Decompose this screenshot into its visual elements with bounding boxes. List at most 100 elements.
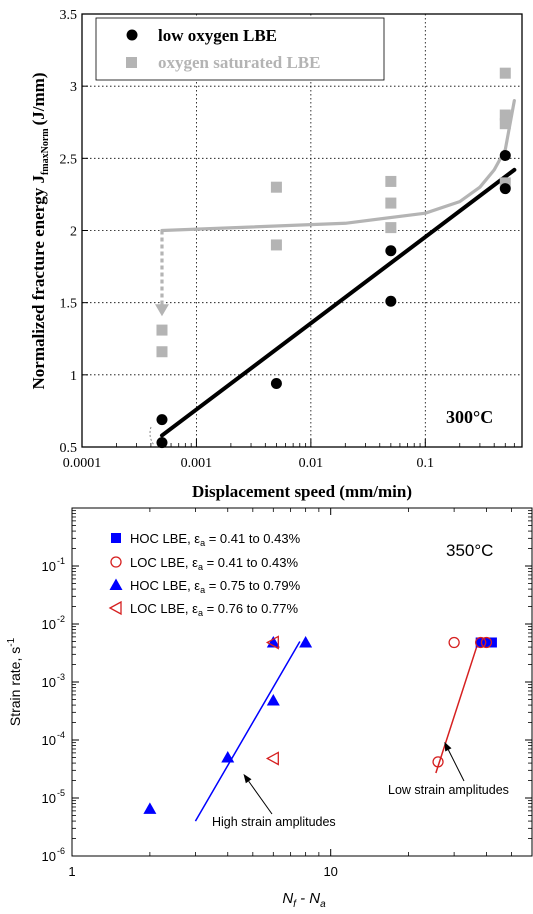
legend-label-loc-high-post: = 0.76 to 0.77% bbox=[203, 601, 298, 616]
legend-label-hoc-low-sub: a bbox=[200, 538, 205, 548]
low-oxygen-point bbox=[499, 183, 511, 195]
low-oxygen-point bbox=[385, 245, 397, 257]
top-grid bbox=[82, 14, 522, 447]
legend-marker-low-oxygen bbox=[126, 29, 138, 41]
bottom-y-tick-exponent: -1 bbox=[57, 556, 65, 566]
hoc-high-point bbox=[266, 693, 280, 706]
top-x-tick-label: 0.01 bbox=[299, 456, 324, 471]
dashed-tail-mark bbox=[149, 426, 155, 446]
oxygen-saturated-point bbox=[385, 197, 397, 209]
top-y-tick-label: 2 bbox=[70, 225, 77, 240]
top-arrow bbox=[149, 230, 169, 446]
legend-label-loc-high: LOC LBE, εa = 0.76 to 0.77% bbox=[130, 601, 298, 618]
legend-marker-loc-high bbox=[108, 600, 122, 616]
low-oxygen-point bbox=[385, 295, 397, 307]
legend-label-loc-low-sub: a bbox=[198, 562, 203, 572]
top-y-axis-label: Normalized fracture energy JfmaxNorm (J/m… bbox=[29, 73, 51, 390]
oxygen-saturated-point bbox=[385, 222, 397, 234]
legend-label-hoc-low-pre: HOC LBE, ε bbox=[130, 531, 200, 546]
oxygen-saturated-point bbox=[499, 109, 511, 121]
oxygen-saturated-point bbox=[270, 181, 282, 193]
bottom-y-tick-label: 10 bbox=[42, 849, 56, 864]
top-y-tick-label: 3 bbox=[70, 80, 77, 95]
legend-label-loc-high-pre: LOC LBE, ε bbox=[130, 601, 198, 616]
loc-low-point bbox=[432, 756, 444, 768]
top-y-tick-label: 1 bbox=[70, 369, 77, 384]
legend-label-loc-low-post: = 0.41 to 0.43% bbox=[203, 555, 298, 570]
bottom-y-tick-exponent: -2 bbox=[57, 614, 65, 624]
legend-marker-hoc-high bbox=[109, 578, 123, 590]
legend-label-loc-low-pre: LOC LBE, ε bbox=[130, 555, 198, 570]
legend-label-hoc-low: HOC LBE, εa = 0.41 to 0.43% bbox=[130, 531, 301, 548]
bottom-x-label-sub2: a bbox=[320, 899, 326, 910]
legend-label-hoc-low-post: = 0.41 to 0.43% bbox=[205, 531, 300, 546]
bottom-y-tick-label: 10 bbox=[42, 733, 56, 748]
bottom-y-axis-label: Strain rate, s-1 bbox=[6, 637, 23, 726]
oxygen-saturated-point bbox=[499, 177, 511, 189]
bottom-fit-lines bbox=[194, 638, 480, 822]
bottom-y-tick-exponent: -4 bbox=[57, 730, 65, 740]
top-x-tick-label: 0.0001 bbox=[63, 456, 102, 471]
bottom-y-tick-label: 10 bbox=[42, 791, 56, 806]
bottom-y-tick-label: 10 bbox=[42, 675, 56, 690]
callout-arrow-shaft bbox=[248, 780, 273, 815]
hoc-high-point bbox=[299, 635, 313, 648]
legend-label-oxygen-saturated: oxygen saturated LBE bbox=[158, 53, 320, 72]
hoc-low-point bbox=[481, 637, 492, 648]
oxygen-saturated-point bbox=[156, 324, 168, 336]
top-legend-box bbox=[95, 17, 385, 81]
legend-label-hoc-high-sub: a bbox=[200, 585, 205, 595]
top-legend: low oxygen LBE oxygen saturated LBE bbox=[95, 17, 385, 81]
legend-marker-oxygen-saturated bbox=[126, 57, 137, 68]
hoc-high-point bbox=[221, 750, 235, 763]
top-y-axis-label-subscript: fmaxNorm bbox=[40, 128, 51, 175]
hoc-low-point bbox=[475, 637, 486, 648]
bottom-points bbox=[143, 635, 497, 814]
high-strain-fit-line bbox=[194, 641, 301, 822]
oxygen-saturated-point bbox=[499, 67, 511, 79]
top-y-tick-label: 1.5 bbox=[60, 297, 78, 312]
callout-high-strain: High strain amplitudes bbox=[212, 815, 336, 829]
bottom-x-label-sub1: f bbox=[293, 899, 297, 910]
bottom-y-tick-exponent: -5 bbox=[57, 788, 65, 798]
bottom-legend: HOC LBE, εa = 0.41 to 0.43% LOC LBE, εa … bbox=[108, 531, 301, 618]
callout-arrow-head bbox=[243, 773, 252, 784]
low-oxygen-fit-line bbox=[159, 167, 517, 438]
bottom-temperature-annotation: 350°C bbox=[446, 541, 493, 560]
legend-label-loc-high-sub: a bbox=[198, 608, 203, 618]
bottom-y-tick-label: 10 bbox=[42, 617, 56, 632]
top-y-axis-label-unit: (J/mm) bbox=[29, 73, 48, 126]
low-oxygen-point bbox=[499, 149, 511, 161]
bottom-legend-markers bbox=[108, 533, 123, 616]
legend-marker-loc-low bbox=[110, 556, 122, 568]
bottom-y-label-main: Strain rate, s bbox=[7, 647, 23, 726]
top-points bbox=[156, 67, 511, 449]
legend-label-hoc-high: HOC LBE, εa = 0.75 to 0.79% bbox=[130, 578, 301, 595]
legend-label-hoc-high-pre: HOC LBE, ε bbox=[130, 578, 200, 593]
oxygen-saturated-point bbox=[499, 118, 511, 130]
callout-low-strain: Low strain amplitudes bbox=[388, 783, 509, 797]
loc-high-point bbox=[265, 635, 279, 650]
hoc-high-point bbox=[143, 802, 157, 814]
low-oxygen-point bbox=[156, 437, 168, 449]
legend-label-hoc-high-post: = 0.75 to 0.79% bbox=[205, 578, 300, 593]
bottom-y-label-sup: -1 bbox=[6, 637, 17, 646]
low-oxygen-point bbox=[156, 414, 168, 426]
loc-low-point bbox=[448, 636, 460, 649]
top-y-tick-label: 0.5 bbox=[60, 441, 78, 456]
top-x-tick-label: 0.001 bbox=[181, 456, 213, 471]
loc-low-point bbox=[475, 636, 487, 649]
oxygen-saturated-point bbox=[385, 175, 397, 187]
top-temperature-annotation: 300°C bbox=[446, 407, 493, 427]
bottom-callout-arrows bbox=[243, 741, 465, 815]
bottom-x-axis-label: Nf - Na bbox=[282, 890, 326, 910]
top-y-tick-label: 2.5 bbox=[60, 152, 78, 167]
top-y-tick-label: 3.5 bbox=[60, 8, 78, 23]
oxygen-saturated-point bbox=[156, 346, 168, 358]
drop-arrow-head bbox=[154, 304, 169, 317]
legend-marker-hoc-low bbox=[111, 533, 121, 543]
top-chart: 0.0001 0.001 0.01 0.1 0.5 1 1.5 2 2.5 3 3.5 low ox… bbox=[29, 8, 523, 501]
